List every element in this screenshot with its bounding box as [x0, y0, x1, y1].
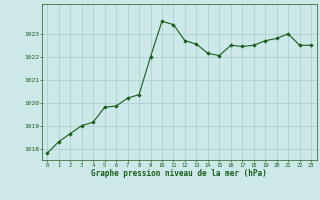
X-axis label: Graphe pression niveau de la mer (hPa): Graphe pression niveau de la mer (hPa)	[91, 169, 267, 178]
